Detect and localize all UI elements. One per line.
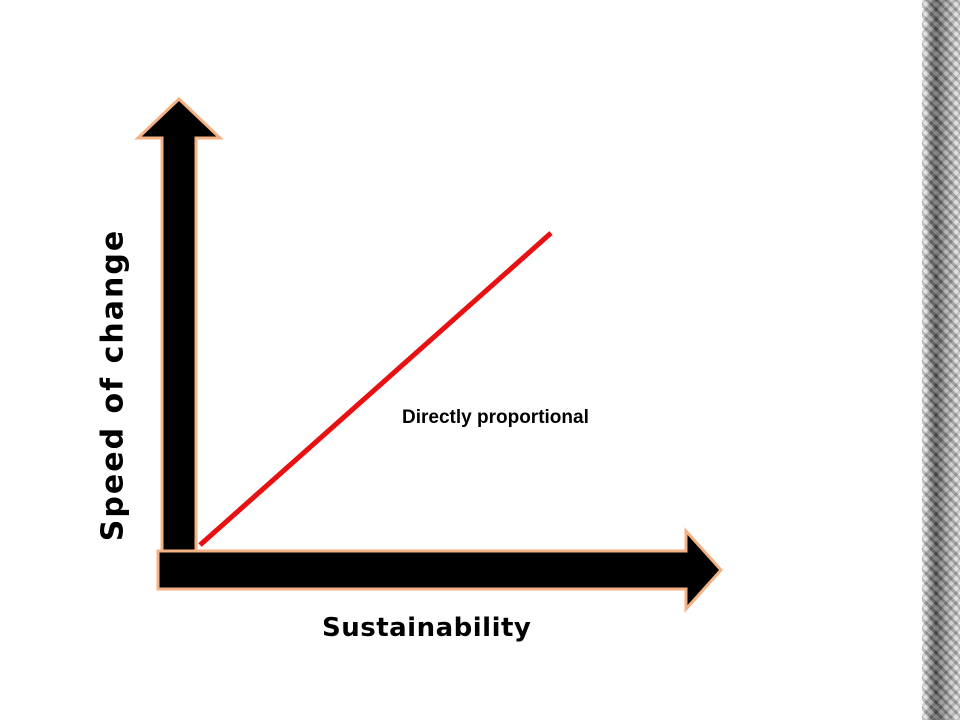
axes-diagram <box>134 96 724 613</box>
y-axis-label: Speed of change <box>95 228 131 542</box>
relation-label: Directly proportional <box>402 407 589 428</box>
y-axis-arrow-icon <box>134 96 224 553</box>
trend-line <box>198 231 553 547</box>
decorative-edge-band <box>922 0 960 720</box>
x-axis-arrow-icon <box>156 527 724 613</box>
x-axis-label: Sustainability <box>322 613 532 643</box>
